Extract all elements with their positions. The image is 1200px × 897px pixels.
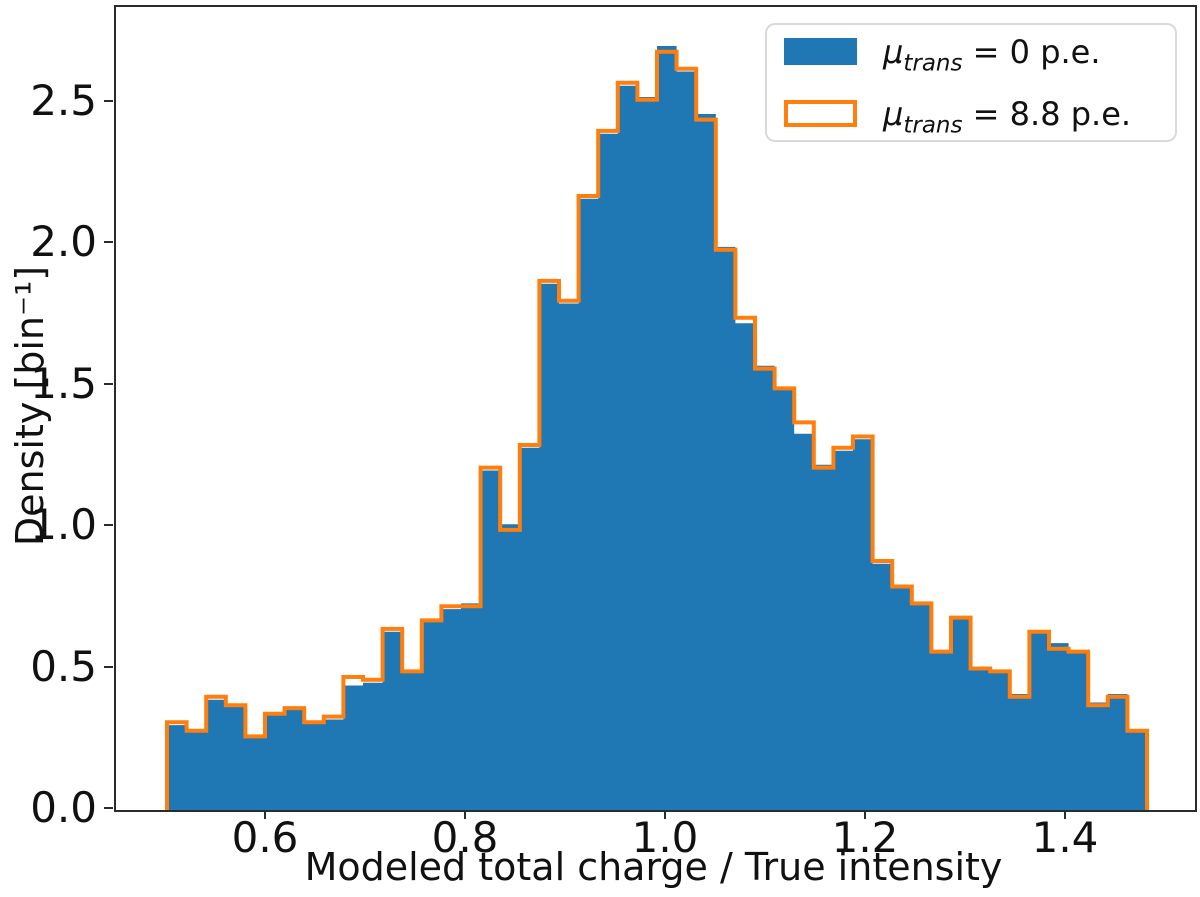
x-tick-mark [464, 810, 466, 819]
x-tick-label: 0.6 [231, 813, 299, 862]
y-tick-label: 2.5 [30, 75, 97, 125]
plot-area [114, 5, 1197, 812]
legend-entry-mu0: μtrans = 0 p.e. [784, 32, 1175, 76]
y-tick-label: 1.0 [30, 500, 97, 550]
y-tick-mark [104, 524, 113, 527]
histogram-filled-series [167, 46, 1147, 810]
x-tick-mark [1064, 810, 1066, 819]
x-tick-label: 1.4 [1031, 813, 1099, 862]
legend-swatch-filled-blue [784, 38, 857, 65]
x-tick-mark [864, 810, 866, 819]
x-axis-label: Modeled total charge / True intensity [304, 845, 1003, 889]
y-tick-mark [104, 665, 113, 668]
histogram-step-outline-series [165, 49, 1149, 810]
y-tick-label: 1.5 [30, 358, 97, 408]
y-tick-label: 2.0 [30, 217, 97, 267]
y-tick-label: 0.5 [30, 641, 97, 691]
y-tick-mark [104, 807, 113, 809]
x-tick-label: 1.2 [831, 813, 899, 862]
legend-label-mu8.8: μtrans = 8.8 p.e. [883, 94, 1132, 138]
legend: μtrans = 0 p.e. μtrans = 8.8 p.e. [765, 23, 1177, 142]
y-tick-mark [104, 382, 113, 385]
legend-label-mu0: μtrans = 0 p.e. [883, 32, 1101, 76]
histogram-canvas [165, 46, 1149, 810]
y-tick-label: 0.0 [30, 783, 97, 832]
x-tick-label: 0.8 [431, 813, 499, 862]
y-axis-label: Density [bin⁻¹] [8, 265, 52, 547]
x-tick-mark [664, 810, 666, 819]
legend-entry-mu8.8: μtrans = 8.8 p.e. [784, 94, 1175, 138]
legend-swatch-outlined-orange [784, 100, 857, 127]
x-tick-label: 1.0 [631, 813, 699, 862]
x-tick-mark [264, 810, 266, 819]
y-tick-mark [104, 99, 113, 102]
y-tick-mark [104, 241, 113, 244]
